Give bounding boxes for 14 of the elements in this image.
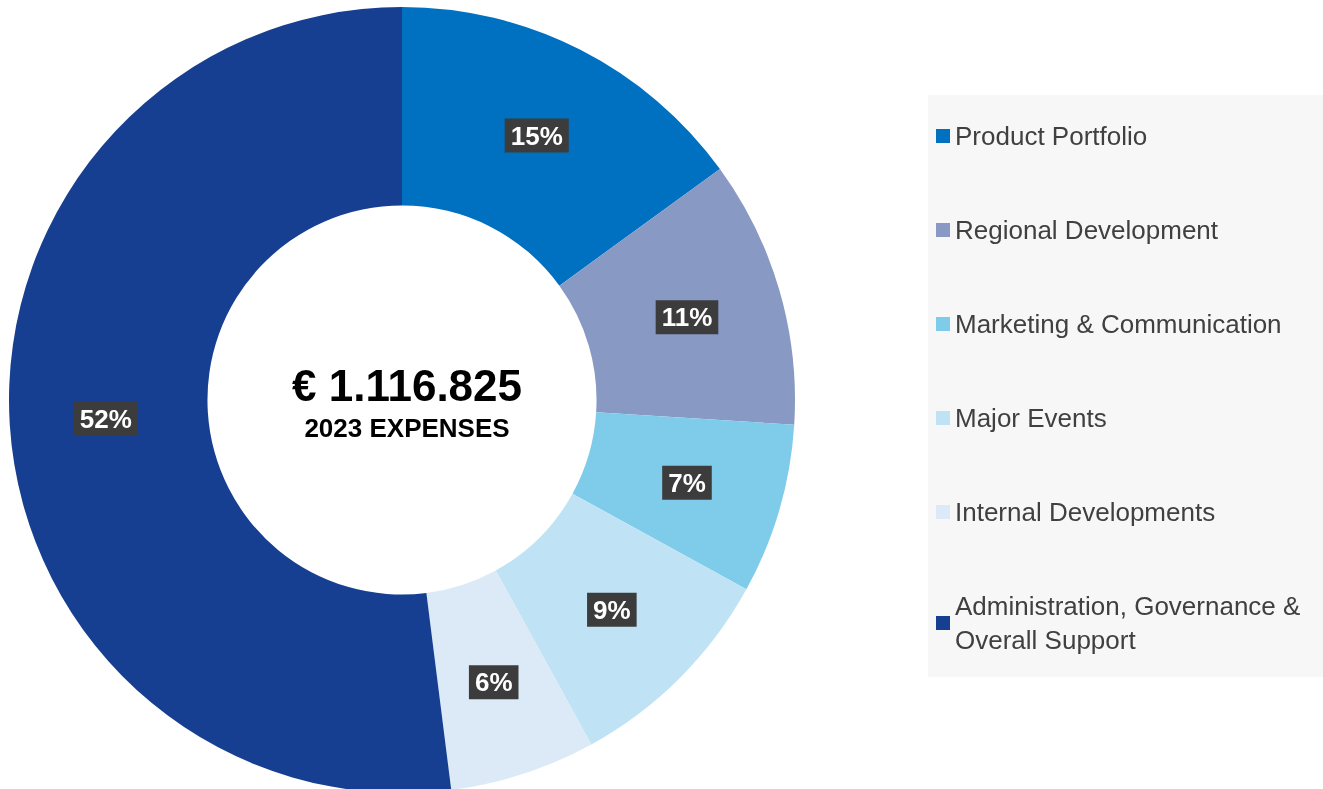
legend-label: Regional Development xyxy=(955,215,1219,245)
data-label: 15% xyxy=(510,120,563,151)
legend-label: Internal Developments xyxy=(955,497,1216,527)
data-label: 7% xyxy=(668,467,706,498)
legend-label: Marketing & Communication xyxy=(955,309,1282,339)
data-label: 11% xyxy=(661,302,713,333)
text: € 1.116.825 xyxy=(291,360,523,410)
legend-label: Product Portfolio xyxy=(955,121,1148,151)
data-label: 6% xyxy=(474,667,513,698)
data-label: 52% xyxy=(79,403,132,434)
text: 2023 EXPENSES xyxy=(304,413,510,443)
legend-label: Administration, Governance & Overall Support xyxy=(955,591,1308,655)
data-label: 9% xyxy=(593,594,631,625)
legend-label: Major Events xyxy=(955,403,1107,433)
